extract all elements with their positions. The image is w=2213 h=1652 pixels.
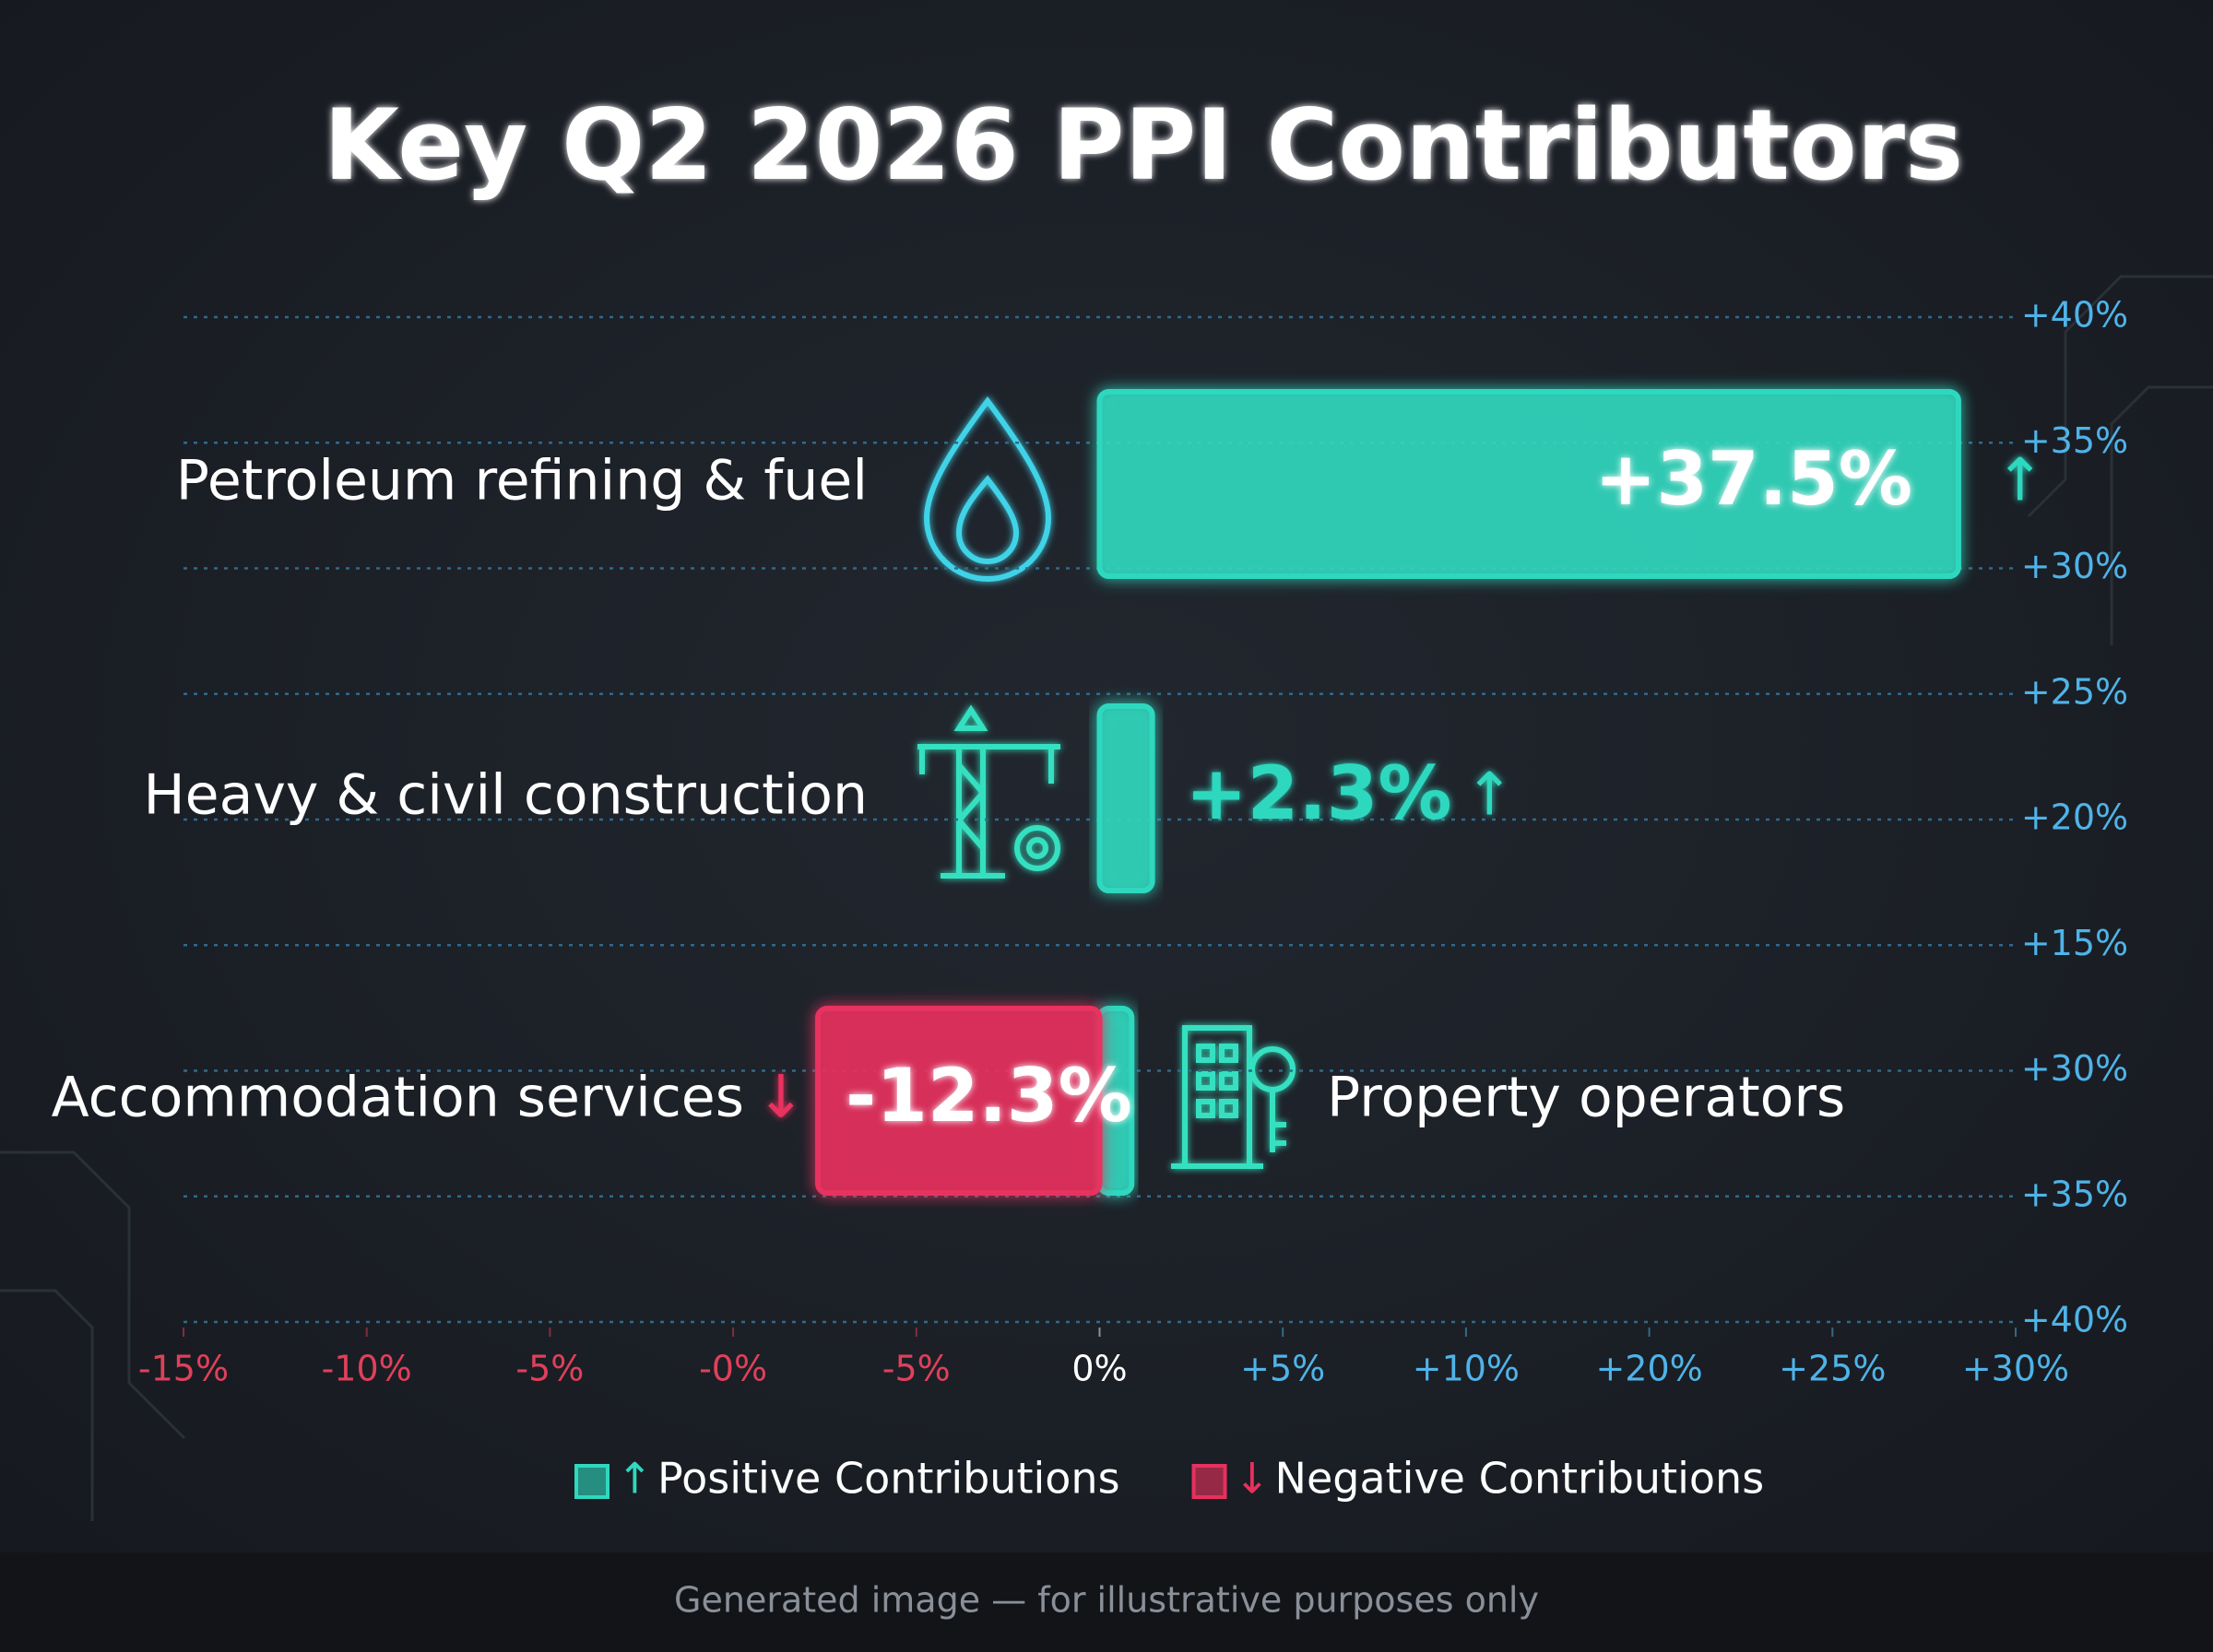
chart-title: Key Q2 2026 PPI Contributors <box>324 88 1963 202</box>
trend-arrow: ↓ <box>756 1064 806 1132</box>
bar <box>1096 389 1961 579</box>
x-tick-label: -5% <box>882 1349 951 1389</box>
y2-tick-label: +15% <box>2021 923 2128 963</box>
y2-tick-label: +20% <box>2021 797 2128 838</box>
legend-arrow: ↑ <box>617 1454 653 1504</box>
x-tick-label: +25% <box>1779 1349 1886 1389</box>
circuit-decoration <box>0 275 2213 1521</box>
x-tick-label: +30% <box>1962 1349 2069 1389</box>
y2-tick-label: +35% <box>2021 420 2128 461</box>
y2-tick-label: +35% <box>2021 1174 2128 1214</box>
x-tick-label: +20% <box>1595 1349 1702 1389</box>
legend-swatch <box>574 1464 609 1499</box>
y2-tick-label: +40% <box>2021 295 2128 336</box>
legend-label: Negative Contributions <box>1275 1454 1765 1504</box>
footer-note: Generated image — for illustrative purpo… <box>674 1580 1539 1621</box>
y2-tick-label: +25% <box>2021 671 2128 712</box>
x-tick-label: -5% <box>515 1349 584 1389</box>
icon-crane <box>917 704 1060 879</box>
x-tick-label: +10% <box>1413 1349 1520 1389</box>
icon-building <box>1171 1025 1296 1169</box>
icon-drop <box>923 395 1052 582</box>
category-label: Accommodation services <box>52 1066 744 1130</box>
legend-swatch <box>1191 1464 1227 1499</box>
legend-arrow: ↓ <box>1235 1454 1271 1504</box>
legend-label: Positive Contributions <box>657 1454 1120 1504</box>
category-label: Petroleum refining & fuel <box>176 449 868 513</box>
footer-band <box>0 1552 2213 1652</box>
trend-arrow: ↑ <box>1995 447 2045 515</box>
x-tick-label: -10% <box>322 1349 412 1389</box>
y2-tick-label: +30% <box>2021 1048 2128 1089</box>
y2-tick-label: +40% <box>2021 1300 2128 1340</box>
value-label: -12.3% <box>846 1053 1132 1139</box>
category-label: Heavy & civil construction <box>144 763 868 828</box>
bar <box>1096 703 1155 893</box>
x-tick-label: +5% <box>1240 1349 1325 1389</box>
x-tick-label: -0% <box>699 1349 767 1389</box>
category-label: Property operators <box>1327 1066 1845 1130</box>
x-tick-label: 0% <box>1071 1349 1127 1389</box>
bar <box>814 1006 1103 1196</box>
x-tick-label: -15% <box>138 1349 229 1389</box>
value-label: +37.5% <box>1594 436 1912 522</box>
trend-arrow: ↑ <box>1465 761 1515 830</box>
value-label: +2.3% <box>1186 750 1452 836</box>
y2-tick-label: +30% <box>2021 546 2128 586</box>
